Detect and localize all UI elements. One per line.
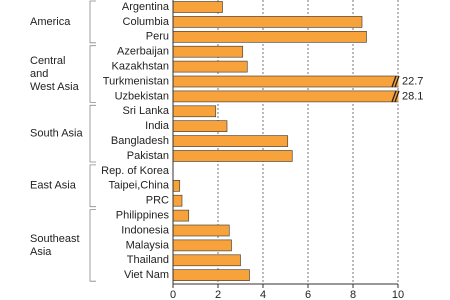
- bar: [173, 224, 230, 237]
- x-tick-label: 10: [392, 289, 404, 300]
- category-label: India: [145, 120, 170, 132]
- group-bracket: [89, 104, 96, 163]
- group-bracket: [89, 209, 96, 282]
- x-tick-label: 2: [215, 289, 221, 300]
- category-label: Malaysia: [126, 239, 170, 251]
- category-label: Sri Lanka: [123, 105, 170, 117]
- group-bracket: [89, 164, 96, 208]
- category-label: Indonesia: [121, 224, 170, 236]
- category-label: Rep. of Korea: [101, 165, 170, 177]
- bar: [173, 30, 367, 43]
- category-label: Philippines: [116, 210, 170, 222]
- bar: [173, 209, 190, 222]
- x-tick-label: 6: [305, 289, 311, 300]
- bar: [173, 269, 250, 282]
- category-label: Azerbaijan: [117, 46, 169, 58]
- x-tick-label: 4: [260, 289, 266, 300]
- category-label: Bangladesh: [111, 135, 169, 147]
- bar: [173, 150, 293, 162]
- category-label: Turkmenistan: [103, 75, 169, 87]
- bar: [173, 105, 217, 118]
- bar: [173, 135, 289, 147]
- group-bracket: [89, 0, 96, 44]
- group-label: America: [30, 16, 71, 28]
- category-label: PRC: [146, 195, 169, 207]
- group-label: East Asia: [30, 180, 77, 192]
- category-label: Peru: [146, 31, 169, 43]
- group-label: Asia: [30, 246, 52, 258]
- bar: [173, 60, 248, 73]
- category-label: Argentina: [122, 1, 170, 13]
- x-tick-label: 8: [350, 289, 356, 300]
- bar: [173, 75, 399, 88]
- category-label: Uzbekistan: [115, 90, 169, 102]
- bar: [173, 45, 244, 58]
- bar: [173, 194, 183, 207]
- group-label: Central: [30, 55, 65, 67]
- break-mark: [391, 90, 400, 103]
- x-tick-label: 0: [170, 289, 176, 300]
- category-label: Thailand: [127, 254, 169, 266]
- group-label: West Asia: [30, 81, 80, 93]
- group-label: South Asia: [30, 128, 83, 140]
- break-mark: [391, 75, 400, 88]
- bar: [173, 16, 363, 28]
- group-label: Southeast: [30, 233, 80, 245]
- value-label: 22.7: [402, 75, 423, 87]
- bar: [173, 254, 241, 267]
- category-label: Kazakhstan: [112, 61, 169, 73]
- category-label: Taipei,China: [108, 180, 169, 192]
- group-label: and: [30, 68, 48, 80]
- bar: [173, 90, 399, 103]
- bar: [173, 180, 181, 192]
- group-bracket: [89, 45, 96, 103]
- bar: [173, 239, 232, 252]
- category-label: Viet Nam: [124, 269, 169, 281]
- value-label: 28.1: [402, 90, 423, 102]
- bar: [173, 120, 228, 132]
- category-label: Pakistan: [127, 150, 169, 162]
- category-label: Columbia: [123, 16, 170, 28]
- bar: [173, 1, 223, 13]
- bars: [173, 1, 399, 282]
